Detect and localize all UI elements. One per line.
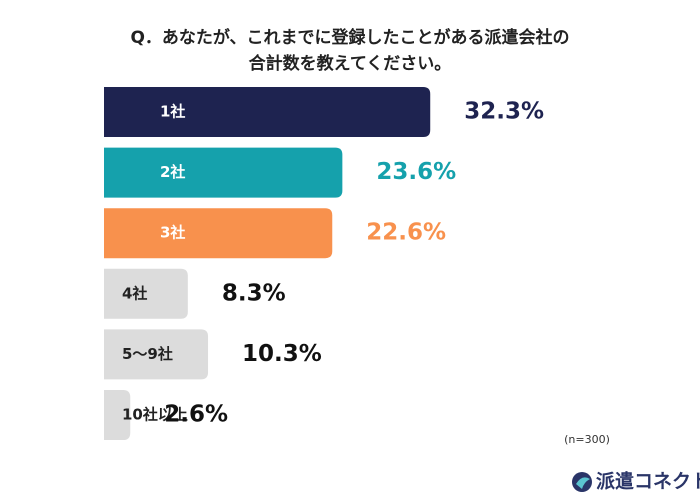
category-label: 1社	[160, 103, 185, 121]
bar	[104, 329, 209, 380]
sample-note: (n=300)	[564, 433, 610, 446]
chart-title: Q．あなたが、これまでに登録したことがある派遣会社の	[130, 27, 569, 48]
category-label: 3社	[160, 224, 185, 242]
value-label: 8.3%	[222, 280, 286, 306]
brand-logo: 派遣コネクト	[572, 470, 700, 493]
bar	[104, 208, 333, 259]
bar	[104, 87, 431, 137]
bar	[104, 147, 343, 198]
value-label: 23.6%	[376, 159, 456, 185]
category-label: 5〜9社	[122, 345, 173, 363]
logo-icon-accent	[576, 477, 590, 489]
chart-subtitle: 合計数を教えてください。	[249, 53, 452, 74]
category-label: 4社	[122, 284, 147, 302]
category-label: 10社以上	[122, 406, 188, 424]
value-label: 10.3%	[242, 341, 322, 367]
bar	[104, 268, 188, 319]
value-label: 22.6%	[366, 220, 446, 246]
value-label: 2.6%	[164, 402, 228, 428]
value-label: 32.3%	[464, 99, 544, 125]
category-label: 2社	[160, 163, 185, 181]
bar	[104, 390, 131, 440]
brand-name: 派遣コネクト	[596, 470, 700, 493]
